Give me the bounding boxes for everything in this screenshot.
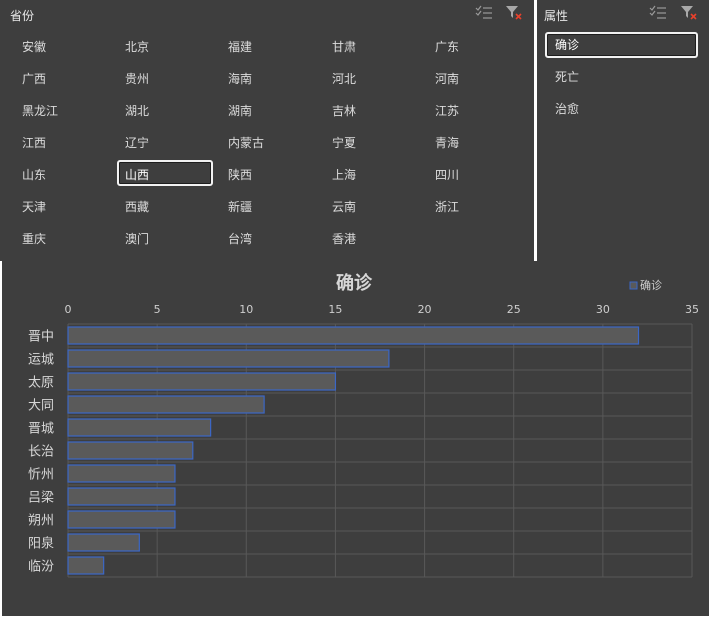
province-item[interactable]: 黑龙江 [22,104,59,118]
province-item[interactable]: 河南 [435,72,460,86]
bar [67,372,337,391]
bar [67,441,194,460]
province-item[interactable]: 湖北 [125,104,150,118]
attribute-item[interactable]: 治愈 [555,102,580,116]
multi-select-list-icon[interactable] [475,5,493,21]
province-item[interactable]: 广东 [435,40,460,54]
bar [67,533,140,552]
province-item[interactable]: 甘肃 [332,40,357,54]
attribute-item[interactable]: 死亡 [555,70,580,84]
x-tick-label: 0 [65,303,72,316]
multi-select-list-icon[interactable] [649,5,667,21]
province-item[interactable]: 江苏 [435,104,460,118]
bar [67,556,105,575]
province-item[interactable]: 新疆 [228,200,253,214]
x-tick-label: 25 [507,303,521,316]
province-item[interactable]: 浙江 [435,200,460,214]
province-item[interactable]: 天津 [22,200,47,214]
province-item[interactable]: 辽宁 [125,136,150,150]
province-item[interactable]: 福建 [228,40,253,54]
province-item[interactable]: 重庆 [22,232,47,246]
bar [67,326,640,345]
province-slicer: 省份 安徽 北京 福建 甘肃 广东广西 贵州 海南 河北 河南黑龙江 湖北 湖南 吉林 江苏江西 辽宁 内蒙… [0,0,534,261]
legend-swatch [629,281,638,290]
province-item[interactable]: 青海 [435,136,460,150]
province-item[interactable]: 西藏 [125,200,150,214]
bar [67,395,265,414]
bar [67,464,176,483]
x-tick-label: 10 [239,303,253,316]
clear-filter-icon[interactable] [680,5,698,21]
province-item[interactable]: 云南 [332,200,357,214]
y-category-label: 长治 [28,445,54,460]
y-category-label: 吕梁 [28,491,54,506]
legend-label: 确诊 [640,278,662,292]
y-category-label: 太原 [28,376,54,391]
province-item[interactable]: 广西 [22,72,47,86]
province-item[interactable]: 北京 [125,40,150,54]
province-item[interactable]: 吉林 [332,104,357,118]
clear-filter-icon[interactable] [505,5,523,21]
province-item[interactable]: 江西 [22,136,47,150]
bar [67,418,212,437]
province-item[interactable]: 上海 [332,168,357,182]
x-tick-label: 30 [596,303,610,316]
chart-title: 确诊 [336,272,373,294]
y-category-label: 晋城 [28,422,54,437]
y-category-label: 临汾 [28,560,54,575]
province-item[interactable]: 河北 [332,72,357,86]
province-item[interactable]: 贵州 [125,72,150,86]
x-tick-label: 5 [154,303,161,316]
y-category-label: 阳泉 [28,536,54,552]
province-item[interactable]: 内蒙古 [228,136,265,150]
province-item[interactable]: 香港 [332,232,357,246]
x-tick-label: 15 [328,303,342,316]
y-category-label: 忻州 [28,468,54,483]
province-item[interactable]: 山西 [117,160,213,186]
bar [67,349,390,368]
x-tick-label: 35 [685,303,699,316]
x-tick-label: 20 [418,303,432,316]
bar [67,487,176,506]
province-item[interactable]: 澳门 [125,232,150,246]
province-item[interactable]: 台湾 [228,232,253,246]
province-item[interactable]: 安徽 [22,40,47,54]
attribute-slicer-title: 属性 [544,9,569,23]
bar-chart-panel: 确诊 确诊 0 5 10 15 20 25 30 35 晋中运城太原大同晋城长治忻州吕梁朔州阳泉临汾 [2,261,709,616]
y-category-label: 大同 [28,399,54,414]
y-category-label: 晋中 [28,330,54,345]
province-item[interactable]: 四川 [435,168,460,182]
province-item[interactable]: 宁夏 [332,136,357,150]
attribute-slicer: 属性 确诊死亡治愈 [537,0,709,261]
province-item[interactable]: 陕西 [228,168,253,182]
attribute-item[interactable]: 确诊 [545,32,698,58]
y-category-label: 运城 [28,353,54,368]
y-category-label: 朔州 [28,514,54,529]
province-item[interactable]: 湖南 [228,104,253,118]
bar [67,510,176,529]
province-item[interactable]: 海南 [228,72,253,86]
province-item[interactable]: 山东 [22,168,47,182]
province-slicer-title: 省份 [10,9,35,23]
